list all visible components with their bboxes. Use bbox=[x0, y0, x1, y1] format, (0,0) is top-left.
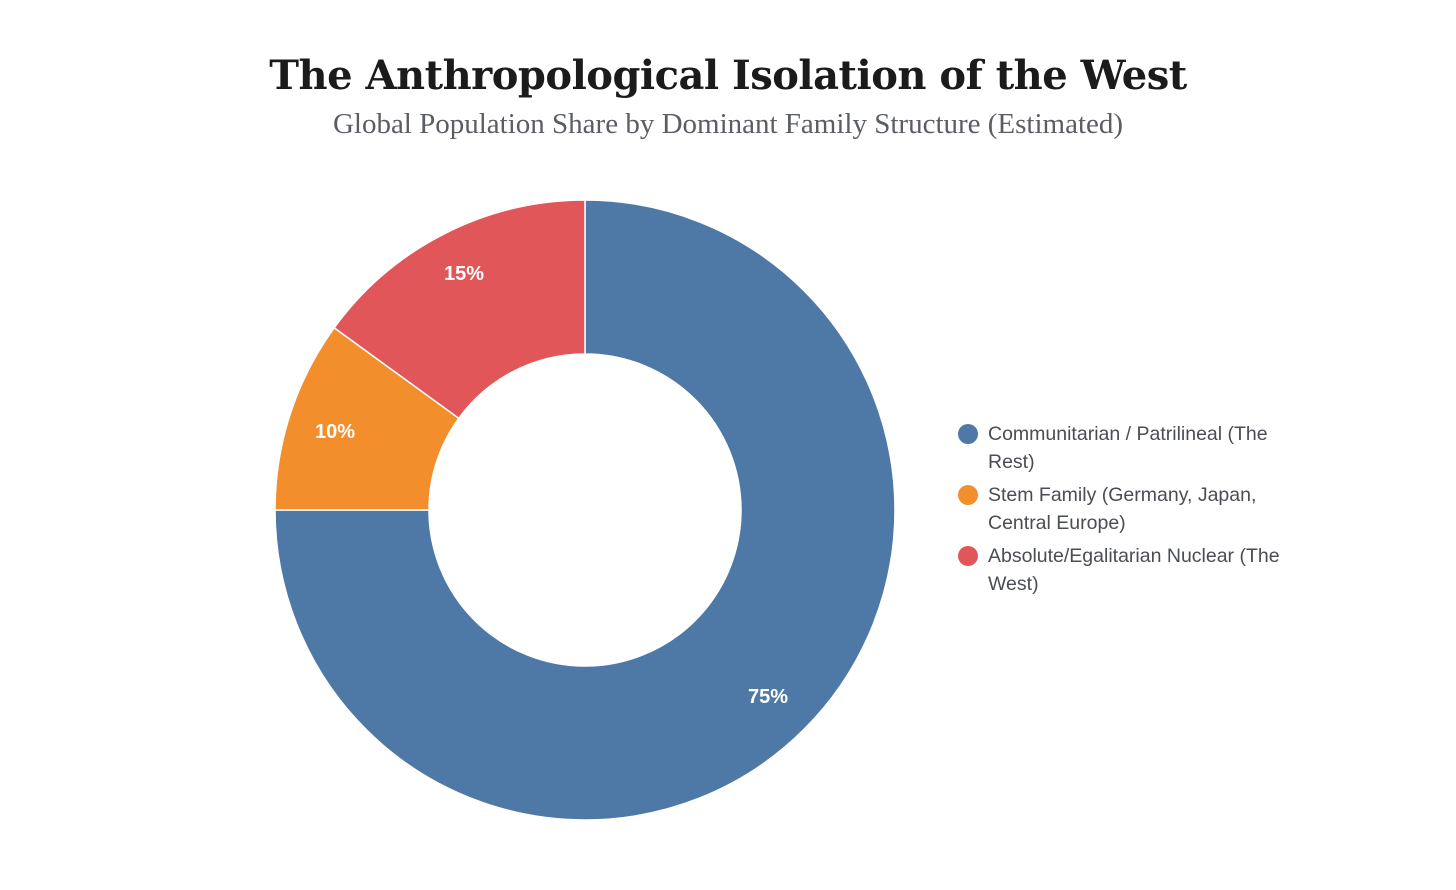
legend-label: Absolute/Egalitarian Nuclear (The West) bbox=[988, 545, 1280, 595]
chart-subtitle: Global Population Share by Dominant Fami… bbox=[332, 108, 1124, 140]
legend-item-nuclear[interactable]: Absolute/Egalitarian Nuclear (The West) bbox=[958, 542, 1318, 598]
slice-label-nuclear: 15% bbox=[444, 263, 484, 285]
donut-slice-2[interactable] bbox=[333, 199, 586, 420]
legend-item-stem[interactable]: Stem Family (Germany, Japan, Central Eur… bbox=[958, 481, 1318, 537]
donut-slices bbox=[274, 199, 896, 821]
slice-label-stem: 10% bbox=[315, 421, 355, 443]
legend-label: Communitarian / Patrilineal (The Rest) bbox=[988, 423, 1268, 473]
legend-dot-icon bbox=[958, 546, 978, 566]
donut-labels: 75% 10% 15% bbox=[315, 263, 788, 708]
chart-legend: Communitarian / Patrilineal (The Rest) S… bbox=[958, 420, 1318, 603]
legend-dot-icon bbox=[958, 424, 978, 444]
legend-label: Stem Family (Germany, Japan, Central Eur… bbox=[988, 484, 1257, 534]
donut-slice-0[interactable] bbox=[274, 199, 896, 821]
legend-item-communitarian[interactable]: Communitarian / Patrilineal (The Rest) bbox=[958, 420, 1318, 476]
chart-title: The Anthropological Isolation of the Wes… bbox=[269, 52, 1187, 99]
legend-dot-icon bbox=[958, 485, 978, 505]
slice-label-communitarian: 75% bbox=[748, 686, 788, 708]
